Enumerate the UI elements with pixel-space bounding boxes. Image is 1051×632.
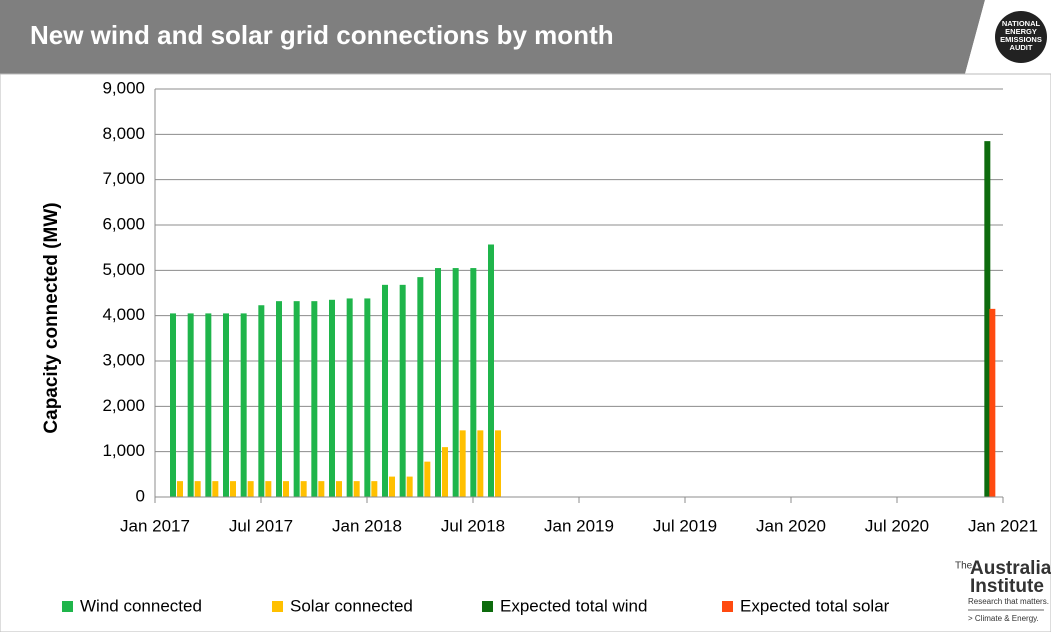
legend-swatch xyxy=(272,601,283,612)
x-tick-label: Jan 2017 xyxy=(120,516,190,535)
bar xyxy=(470,268,477,497)
bar xyxy=(488,244,494,497)
legend-label: Expected total wind xyxy=(500,596,647,615)
logo-text: Australia xyxy=(970,558,1051,579)
bar xyxy=(984,141,991,497)
x-tick-label: Jul 2020 xyxy=(865,516,929,535)
bar xyxy=(283,481,289,497)
bar xyxy=(424,461,431,497)
bar xyxy=(240,313,247,497)
bar xyxy=(247,481,254,497)
bar xyxy=(311,301,318,497)
bar xyxy=(389,476,395,497)
x-tick-label: Jan 2018 xyxy=(332,516,402,535)
y-tick-label: 2,000 xyxy=(102,396,145,415)
bar xyxy=(230,481,236,497)
bar xyxy=(276,301,282,497)
y-axis-label: Capacity connected (MW) xyxy=(41,202,62,433)
logo-text: > Climate & Energy. xyxy=(968,614,1039,623)
bar xyxy=(300,481,307,497)
y-tick-label: 8,000 xyxy=(102,124,145,143)
legend-swatch xyxy=(482,601,493,612)
bar xyxy=(318,481,325,497)
logo-text: Institute xyxy=(970,576,1044,597)
bar xyxy=(293,301,300,497)
bar xyxy=(194,481,201,497)
frame xyxy=(0,73,1051,632)
logo-circle xyxy=(995,11,1047,63)
bar xyxy=(382,284,388,497)
bar xyxy=(170,313,176,497)
bar xyxy=(212,481,219,497)
bar xyxy=(364,298,371,497)
bar xyxy=(452,268,459,497)
bar xyxy=(187,313,194,497)
header-bar xyxy=(0,0,1051,74)
logo-text: AUDIT xyxy=(1010,43,1033,52)
logo-text: EMISSIONS xyxy=(1000,35,1042,44)
legend-label: Wind connected xyxy=(80,596,202,615)
logo-text: The xyxy=(955,561,973,572)
legend-swatch xyxy=(62,601,73,612)
bar xyxy=(177,481,183,497)
logo-text: ENERGY xyxy=(1005,27,1037,36)
legend-swatch xyxy=(722,601,733,612)
x-tick-label: Jul 2017 xyxy=(229,516,293,535)
y-tick-label: 7,000 xyxy=(102,169,145,188)
x-tick-label: Jan 2019 xyxy=(544,516,614,535)
bar xyxy=(371,481,378,497)
bar xyxy=(336,481,342,497)
x-tick-label: Jan 2020 xyxy=(756,516,826,535)
logo-text: NATIONAL xyxy=(1002,19,1041,28)
bar xyxy=(258,305,265,497)
y-tick-label: 1,000 xyxy=(102,441,145,460)
bar xyxy=(329,299,335,497)
y-tick-label: 4,000 xyxy=(102,305,145,324)
x-tick-label: Jul 2019 xyxy=(653,516,717,535)
title: New wind and solar grid connections by m… xyxy=(30,20,614,50)
bar xyxy=(459,430,466,497)
bar xyxy=(346,298,353,497)
bar xyxy=(265,481,272,497)
logo-text: Research that matters. xyxy=(968,597,1049,606)
bar xyxy=(417,277,424,497)
y-tick-label: 0 xyxy=(136,486,145,505)
bar xyxy=(406,476,413,497)
x-tick-label: Jan 2021 xyxy=(968,516,1038,535)
y-tick-label: 6,000 xyxy=(102,214,145,233)
bar xyxy=(223,313,229,497)
legend-label: Expected total solar xyxy=(740,596,890,615)
bar xyxy=(399,284,406,497)
bar xyxy=(435,268,441,497)
bar xyxy=(495,430,501,497)
y-tick-label: 9,000 xyxy=(102,78,145,97)
x-tick-label: Jul 2018 xyxy=(441,516,505,535)
bar xyxy=(205,313,212,497)
y-tick-label: 3,000 xyxy=(102,350,145,369)
bar xyxy=(442,447,448,497)
y-tick-label: 5,000 xyxy=(102,260,145,279)
bar xyxy=(353,481,360,497)
bar xyxy=(477,430,484,497)
bar xyxy=(989,308,996,497)
legend-label: Solar connected xyxy=(290,596,413,615)
